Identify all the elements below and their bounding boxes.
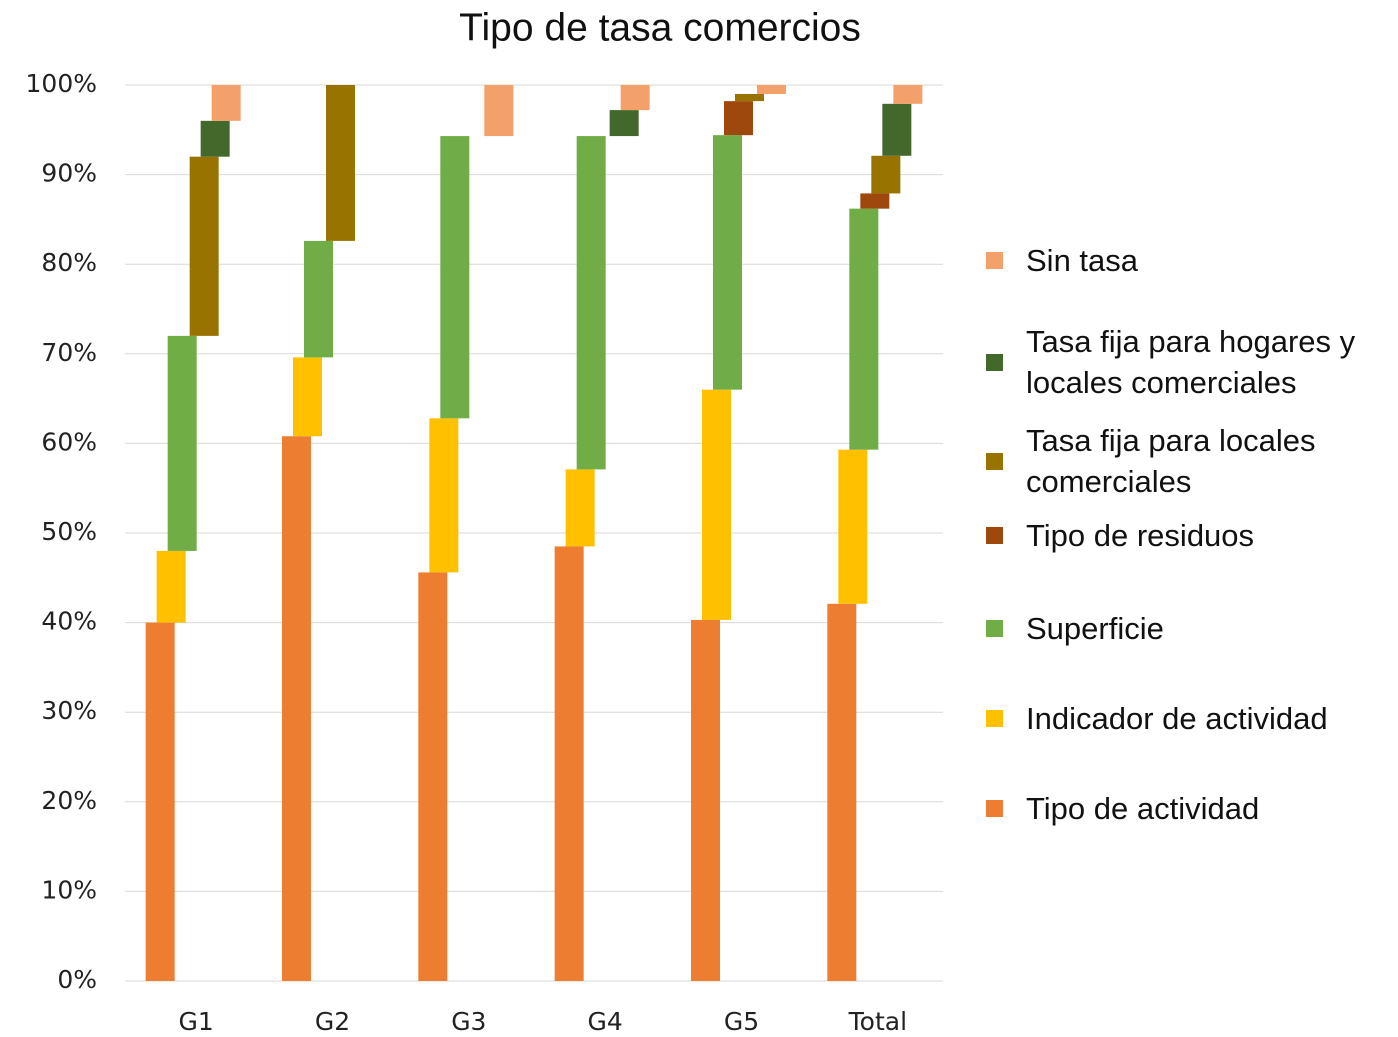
legend-item: Tasa fija para hogares y locales comerci… (986, 321, 1396, 403)
x-tick-label: G2 (315, 1007, 350, 1036)
bar-segment (691, 619, 720, 981)
y-tick-label: 20% (41, 786, 97, 815)
bar-segment (882, 103, 912, 156)
bar-segment (702, 389, 731, 620)
bar-segment (849, 208, 879, 450)
legend-label: Tipo de residuos (1026, 518, 1255, 553)
y-tick-label: 80% (41, 248, 97, 277)
bar-segment (418, 572, 448, 981)
y-tick-label: 60% (41, 427, 97, 456)
bar-segment (893, 85, 923, 104)
bar-segment (827, 603, 857, 981)
y-tick-label: 90% (41, 159, 97, 188)
bar-segment (156, 550, 186, 623)
bar-segment (293, 357, 322, 437)
bar-segment (609, 110, 639, 137)
legend-item: Tipo de residuos (986, 515, 1396, 556)
bar-segment (838, 449, 868, 604)
bar-segment (620, 85, 650, 111)
x-tick-label: G5 (724, 1007, 759, 1036)
legend-label: Sin tasa (1026, 243, 1139, 278)
legend-swatch (986, 800, 1003, 817)
legend-item: Superficie (986, 608, 1396, 649)
y-tick-label: 50% (41, 517, 97, 546)
legend-swatch (986, 452, 1003, 470)
y-tick-label: 10% (41, 875, 97, 904)
y-tick-label: 40% (41, 607, 97, 636)
bar-segment (282, 436, 311, 981)
x-tick-label: G3 (451, 1007, 486, 1036)
legend-label: Tasa fija para hogares y locales comerci… (1026, 324, 1356, 400)
legend-item: Sin tasa (986, 240, 1396, 281)
bar-segment (860, 193, 890, 209)
bar-segment (757, 85, 786, 94)
y-tick-label: 30% (41, 696, 97, 725)
bar-segment (484, 85, 514, 137)
legend-swatch (986, 353, 1003, 371)
chart-title: Tipo de tasa comercios (459, 6, 861, 49)
bar-segment (554, 546, 584, 981)
legend-label: Superficie (1026, 611, 1164, 646)
bar-segment (724, 101, 753, 136)
y-tick-label: 70% (41, 338, 97, 367)
legend-label: Indicador de actividad (1026, 701, 1328, 736)
bar-segment (304, 240, 333, 358)
bar-segment (429, 418, 459, 573)
y-tick-label: 0% (57, 965, 97, 994)
bar-segment (145, 622, 175, 981)
legend-label: Tasa fija para locales comerciales (1026, 423, 1316, 499)
bar-segment (189, 156, 219, 336)
x-tick-label: G1 (179, 1007, 214, 1036)
legend-swatch (986, 710, 1003, 727)
bar-segment (735, 93, 764, 102)
y-tick-label: 100% (26, 69, 97, 98)
legend-item: Tipo de actividad (986, 788, 1396, 829)
legend-item: Tasa fija para locales comerciales (986, 420, 1396, 502)
legend-swatch (986, 527, 1003, 544)
bar-segment (211, 85, 241, 121)
bar-segment (871, 155, 901, 194)
bar-segment (167, 335, 197, 551)
x-tick-label: G4 (588, 1007, 623, 1036)
bar-segment (200, 120, 230, 157)
bar-segment (565, 469, 595, 547)
bar-segment (576, 136, 606, 470)
legend-swatch (986, 252, 1003, 269)
x-tick-label: Total (848, 1007, 907, 1036)
legend-item: Indicador de actividad (986, 698, 1396, 739)
legend-swatch (986, 620, 1003, 637)
bar-segment (326, 85, 355, 241)
bar-segment (440, 136, 470, 419)
legend-label: Tipo de actividad (1026, 791, 1260, 826)
bar-segment (713, 135, 742, 390)
